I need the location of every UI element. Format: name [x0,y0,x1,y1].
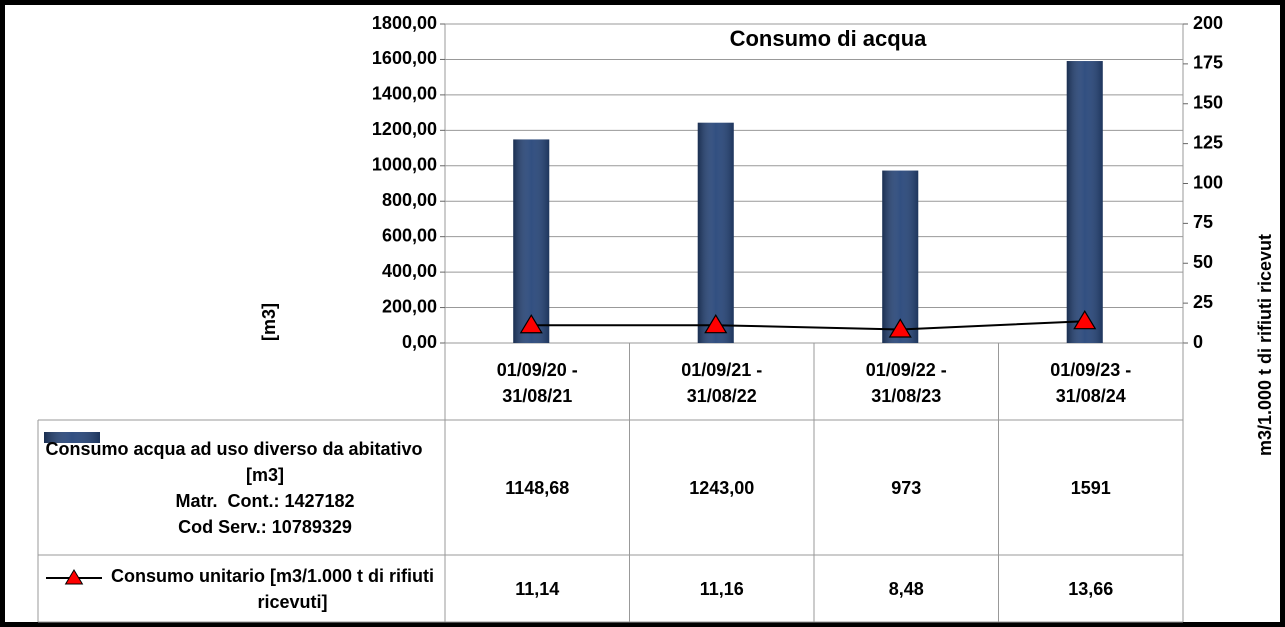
y2-tick-label: 75 [1193,212,1213,232]
marker [519,314,543,334]
table-value: 1148,68 [505,477,570,498]
y2-tick-label: 175 [1193,53,1223,73]
marker [888,318,912,338]
y-tick-label: 400,00 [382,261,437,281]
y-tick-label: 1400,00 [372,84,437,104]
y-tick-label: 600,00 [382,225,437,245]
legend-swatch-shade [44,432,100,443]
table-value: 13,66 [1068,578,1114,599]
y-tick-label: 1600,00 [372,48,437,68]
bar-shade [882,170,919,343]
bar-shade [1066,61,1103,344]
legend-detail: Matr. Cont.: 1427182 [175,490,355,511]
y-axis-label: [m3] [259,303,279,341]
bar-shade [697,122,734,344]
x-tick-label: 01/09/22 - 31/08/23 [865,360,947,406]
chart-title: Consumo di acqua [730,26,928,51]
y-tick-label: 1000,00 [372,155,437,175]
marker [704,314,728,334]
y2-tick-label: 125 [1193,132,1223,152]
legend-detail: Cod Serv.: 10789329 [178,516,352,537]
legend-marker [64,569,84,585]
y-tick-label: 1800,00 [372,13,437,33]
legend-label: Consumo acqua ad uso diverso da abitativ… [45,438,423,485]
y2-tick-label: 50 [1193,252,1213,272]
y2-tick-label: 100 [1193,172,1223,192]
table-value: 973 [891,477,922,498]
line [531,320,1085,331]
y2-tick-label: 0 [1193,332,1203,352]
x-tick-label: 01/09/23 - 31/08/24 [1050,360,1132,406]
y-tick-label: 800,00 [382,190,437,210]
table-value: 11,16 [699,578,744,599]
marker [1073,310,1097,330]
y2-tick-label: 150 [1193,93,1223,113]
legend-entry: Consumo unitario [m3/1.000 t di rifiuti … [110,565,435,612]
x-tick-label: 01/09/21 - 31/08/22 [681,360,763,406]
table-value: 11,14 [515,578,560,599]
table-value: 1591 [1070,477,1111,498]
legend-entry: Consumo acqua ad uso diverso da abitativ… [40,422,443,553]
table-value: 8,48 [888,578,924,599]
x-tick-label: 01/09/20 - 31/08/21 [496,360,578,406]
bar-shade [513,139,550,343]
y-tick-label: 0,00 [402,332,437,352]
y2-tick-label: 25 [1193,292,1213,312]
y2-axis-label: m3/1.000 t di rifiuti ricevut [1255,234,1275,456]
table-value: 1243,00 [689,477,755,498]
y-tick-label: 1200,00 [372,119,437,139]
y-tick-label: 200,00 [382,296,437,316]
y2-tick-label: 200 [1193,13,1223,33]
